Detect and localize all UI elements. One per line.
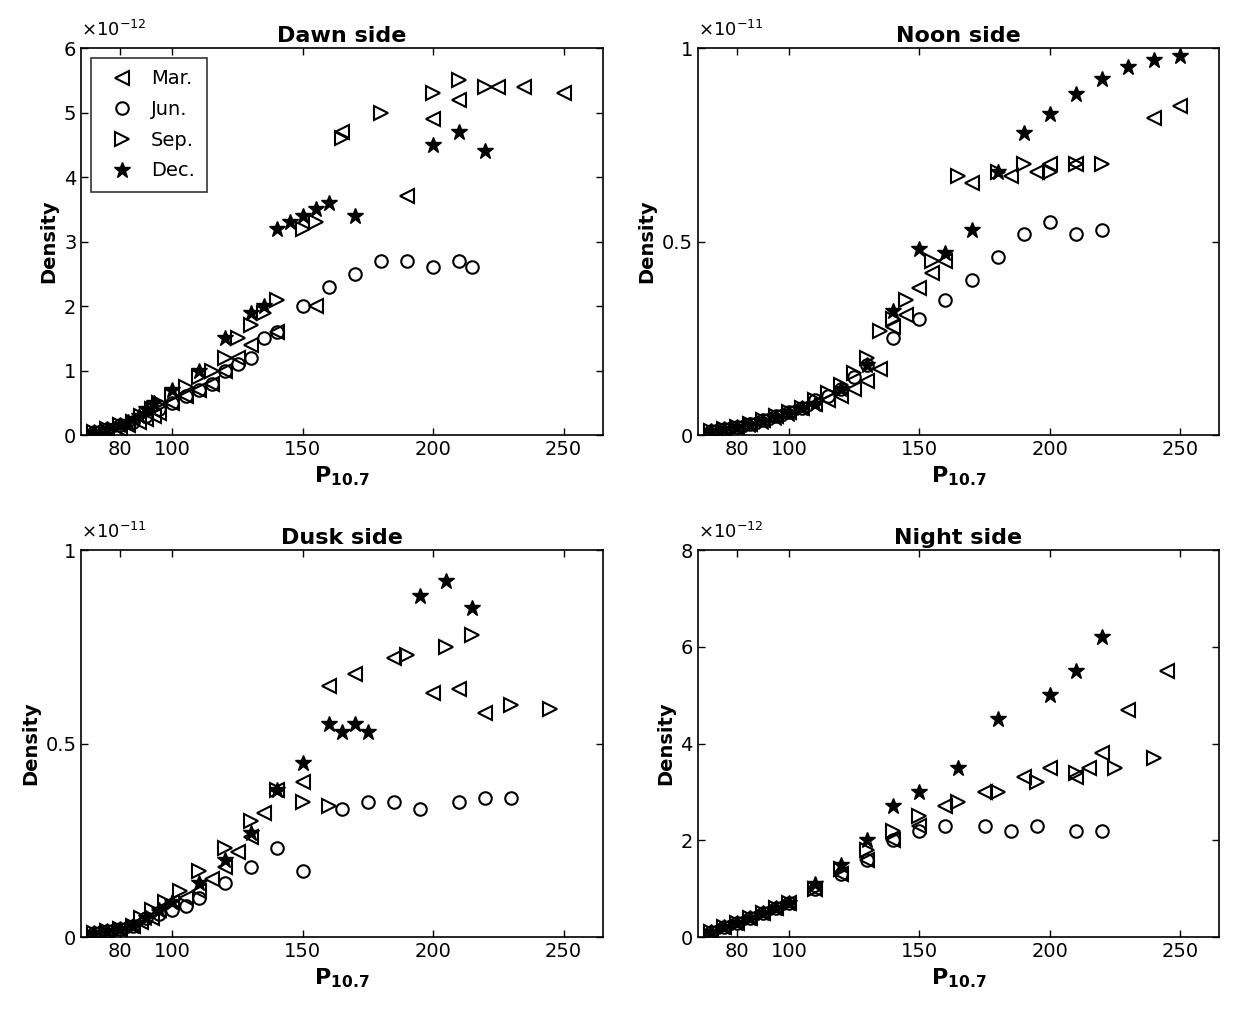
Title: Dawn side: Dawn side	[278, 26, 407, 47]
X-axis label: $\mathbf{P_{10.7}}$: $\mathbf{P_{10.7}}$	[931, 464, 986, 488]
Title: Noon side: Noon side	[897, 26, 1021, 47]
Text: $\times10^{-11}$: $\times10^{-11}$	[82, 523, 146, 542]
Title: Night side: Night side	[894, 529, 1023, 549]
X-axis label: $\mathbf{P_{10.7}}$: $\mathbf{P_{10.7}}$	[931, 967, 986, 990]
X-axis label: $\mathbf{P_{10.7}}$: $\mathbf{P_{10.7}}$	[314, 464, 370, 488]
Text: $\times10^{-12}$: $\times10^{-12}$	[82, 20, 146, 40]
Y-axis label: Density: Density	[637, 200, 656, 283]
Text: $\times10^{-12}$: $\times10^{-12}$	[698, 523, 764, 542]
Title: Dusk side: Dusk side	[281, 529, 403, 549]
Y-axis label: Density: Density	[656, 702, 675, 786]
Y-axis label: Density: Density	[21, 702, 40, 786]
X-axis label: $\mathbf{P_{10.7}}$: $\mathbf{P_{10.7}}$	[314, 967, 370, 990]
Text: $\times10^{-11}$: $\times10^{-11}$	[698, 20, 764, 40]
Legend: Mar., Jun., Sep., Dec.: Mar., Jun., Sep., Dec.	[91, 58, 207, 192]
Y-axis label: Density: Density	[40, 200, 58, 283]
